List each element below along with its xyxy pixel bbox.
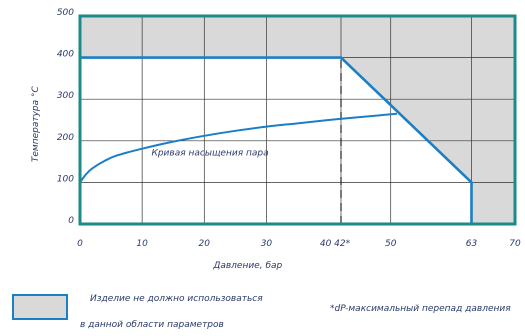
y-axis-label: Температура °С (31, 85, 41, 162)
y-tick-label-0: 0 (68, 216, 74, 226)
x-tick-label-5: 50 (385, 239, 397, 249)
y-tick-label-1: 100 (57, 174, 74, 184)
legend-text-line-2: в данной области параметров (80, 320, 224, 330)
pressure-temperature-chart: 0 10 20 30 40 42* 50 63 70 0 100 200 300 400 500 Кри… (31, 8, 521, 271)
x-tick-label-6: 63 (466, 239, 478, 249)
curve-label: Кривая насыщения пара (151, 148, 268, 158)
x-tick-label-7: 70 (509, 239, 521, 249)
y-tick-label-2: 200 (57, 133, 74, 143)
x-tick-label-0: 0 (77, 239, 83, 249)
x-tick-label-4: 40 42* (320, 239, 351, 249)
plot-frame (78, 14, 517, 226)
y-tick-label-4: 400 (57, 50, 74, 60)
saturation-curve (79, 112, 398, 183)
x-tick-label-1: 10 (136, 239, 148, 249)
legend: Изделие не должно использоваться в данно… (0, 284, 525, 336)
y-tick-label-3: 300 (57, 91, 74, 101)
x-tick-labels: 0 10 20 30 40 42* 50 63 70 (77, 239, 521, 249)
forbidden-region (80, 16, 515, 224)
x-tick-label-3: 30 (261, 239, 273, 249)
footnote: *dP-максимальный перепад давления (330, 304, 511, 314)
y-tick-label-5: 500 (57, 8, 74, 18)
legend-text-line-1: Изделие не должно использоваться (90, 294, 263, 304)
limit-line (80, 56, 473, 224)
x-tick-label-2: 20 (199, 239, 211, 249)
y-tick-labels: 0 100 200 300 400 500 (57, 8, 74, 226)
legend-swatch (12, 294, 68, 320)
x-axis-label: Давление, бар (212, 261, 282, 271)
